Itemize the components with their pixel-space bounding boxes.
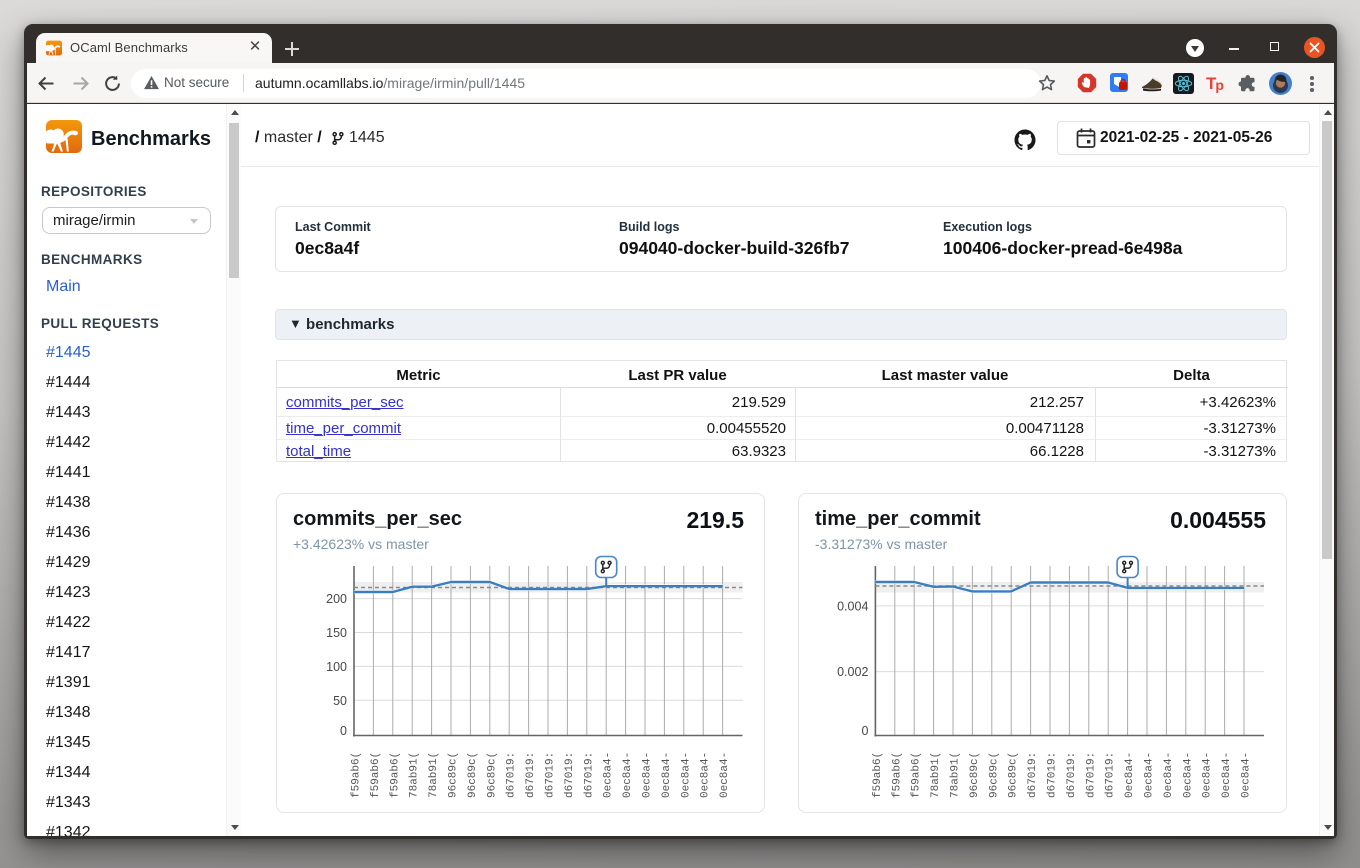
svg-text:0ec8a4-: 0ec8a4-: [661, 752, 673, 798]
svg-text:0: 0: [340, 724, 347, 738]
svg-text:d67019:: d67019:: [1066, 752, 1078, 798]
svg-text:0ec8a4-: 0ec8a4-: [680, 752, 692, 798]
svg-text:f59ab6(: f59ab6(: [872, 752, 884, 798]
svg-text:d67019:: d67019:: [1085, 752, 1097, 798]
svg-text:0ec8a4-: 0ec8a4-: [622, 752, 634, 798]
svg-text:d67019:: d67019:: [1027, 752, 1039, 798]
svg-text:0ec8a4-: 0ec8a4-: [1144, 752, 1156, 798]
svg-text:f59ab6(: f59ab6(: [911, 752, 923, 798]
svg-text:0.002: 0.002: [837, 665, 868, 679]
svg-text:200: 200: [326, 592, 347, 606]
svg-text:0ec8a4-: 0ec8a4-: [603, 752, 615, 798]
svg-text:d67019:: d67019:: [525, 752, 537, 798]
svg-text:78ab91(: 78ab91(: [930, 752, 942, 798]
svg-text:96c89c(: 96c89c(: [486, 752, 498, 798]
svg-text:0ec8a4-: 0ec8a4-: [1163, 752, 1175, 798]
svg-text:96c89c(: 96c89c(: [988, 752, 1000, 798]
svg-text:96c89c(: 96c89c(: [969, 752, 981, 798]
svg-text:78ab91(: 78ab91(: [950, 752, 962, 798]
svg-text:150: 150: [326, 626, 347, 640]
svg-text:0.004: 0.004: [837, 599, 868, 613]
svg-text:50: 50: [333, 694, 347, 708]
svg-text:d67019:: d67019:: [1105, 752, 1117, 798]
svg-text:0: 0: [861, 724, 868, 738]
svg-text:0ec8a4-: 0ec8a4-: [1182, 752, 1194, 798]
svg-text:78ab91(: 78ab91(: [409, 752, 421, 798]
svg-text:d67019:: d67019:: [545, 752, 557, 798]
svg-text:d67019:: d67019:: [506, 752, 518, 798]
svg-text:d67019:: d67019:: [1047, 752, 1059, 798]
svg-text:f59ab6(: f59ab6(: [351, 752, 363, 798]
svg-text:f59ab6(: f59ab6(: [389, 752, 401, 798]
svg-text:0ec8a4-: 0ec8a4-: [1221, 752, 1233, 798]
svg-text:0ec8a4-: 0ec8a4-: [719, 752, 731, 798]
svg-text:96c89c(: 96c89c(: [448, 752, 460, 798]
svg-text:0ec8a4-: 0ec8a4-: [1124, 752, 1136, 798]
svg-text:d67019:: d67019:: [564, 752, 576, 798]
svg-text:100: 100: [326, 660, 347, 674]
svg-text:f59ab6(: f59ab6(: [891, 752, 903, 798]
svg-text:0ec8a4-: 0ec8a4-: [700, 752, 712, 798]
svg-text:0ec8a4-: 0ec8a4-: [642, 752, 654, 798]
svg-text:78ab91(: 78ab91(: [428, 752, 440, 798]
svg-text:f59ab6(: f59ab6(: [370, 752, 382, 798]
svg-text:0ec8a4-: 0ec8a4-: [1241, 752, 1253, 798]
svg-text:0ec8a4-: 0ec8a4-: [1202, 752, 1214, 798]
svg-text:96c89c(: 96c89c(: [1008, 752, 1020, 798]
svg-text:d67019:: d67019:: [583, 752, 595, 798]
svg-text:96c89c(: 96c89c(: [467, 752, 479, 798]
